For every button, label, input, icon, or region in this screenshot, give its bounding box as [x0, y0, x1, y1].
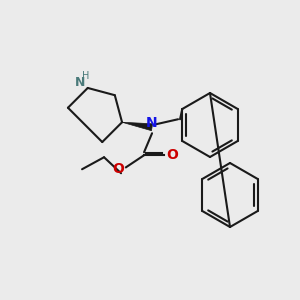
Text: N: N: [146, 116, 158, 130]
Text: O: O: [112, 162, 124, 176]
Text: O: O: [166, 148, 178, 162]
Text: H: H: [82, 71, 89, 81]
Polygon shape: [122, 122, 153, 131]
Text: N: N: [75, 76, 85, 89]
